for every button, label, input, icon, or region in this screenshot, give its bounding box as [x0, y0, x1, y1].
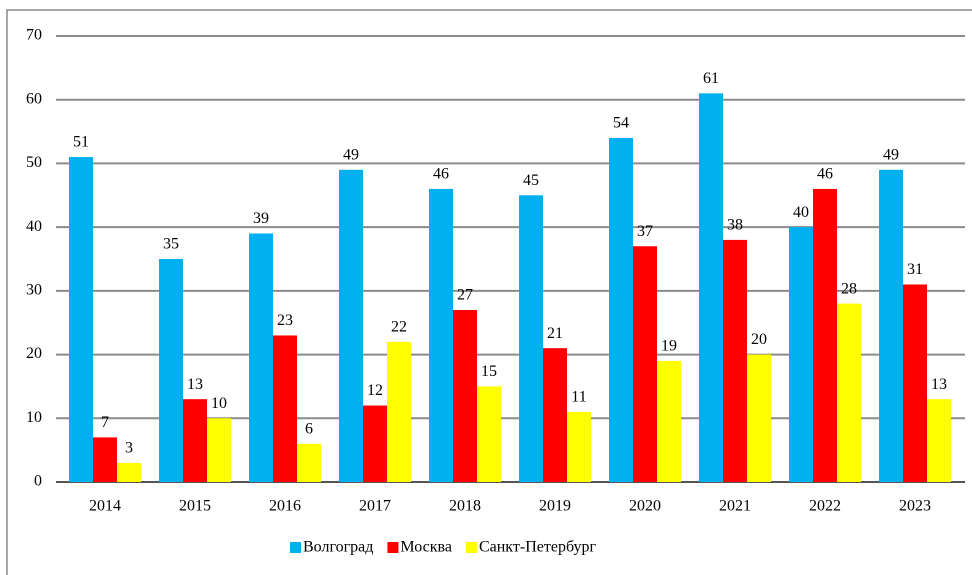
bar — [249, 233, 273, 482]
data-label: 23 — [277, 312, 293, 329]
y-tick-label: 30 — [26, 282, 42, 299]
data-label: 13 — [931, 376, 947, 393]
data-label: 11 — [571, 389, 586, 406]
bar — [69, 157, 93, 483]
data-label: 54 — [613, 115, 629, 132]
data-label: 39 — [253, 210, 269, 227]
bar — [927, 399, 951, 482]
bar — [183, 399, 207, 482]
x-tick-label: 2017 — [359, 498, 391, 515]
legend-swatch — [387, 542, 399, 553]
data-label: 38 — [727, 217, 743, 234]
data-label: 6 — [305, 420, 313, 437]
bar — [657, 360, 681, 482]
bar — [747, 354, 771, 482]
x-tick-label: 2020 — [629, 498, 661, 515]
bar — [879, 169, 903, 483]
legend-label: Волгоград — [303, 539, 373, 556]
x-tick-label: 2015 — [179, 498, 211, 515]
data-label: 51 — [73, 134, 89, 151]
bar — [699, 93, 723, 482]
x-tick-label: 2018 — [449, 498, 481, 515]
bar — [93, 437, 117, 482]
y-tick-label: 70 — [26, 27, 42, 44]
x-tick-label: 2021 — [719, 498, 751, 515]
data-label: 35 — [163, 236, 179, 253]
y-tick-label: 40 — [26, 218, 42, 235]
bar — [117, 462, 141, 482]
bar — [609, 137, 633, 482]
x-tick-label: 2022 — [809, 498, 841, 515]
data-label: 7 — [101, 414, 109, 431]
bar — [429, 188, 453, 482]
bar — [837, 303, 861, 482]
data-label: 46 — [433, 166, 449, 183]
data-label: 3 — [125, 440, 133, 457]
bar — [633, 246, 657, 482]
bar — [387, 341, 411, 482]
bar — [273, 335, 297, 482]
x-tick-label: 2019 — [539, 498, 571, 515]
data-label: 61 — [703, 70, 719, 87]
legend-label: Санкт-Петербург — [479, 539, 597, 556]
data-label: 27 — [457, 287, 473, 304]
legend-swatch — [290, 542, 301, 553]
bar — [723, 239, 747, 482]
data-label: 40 — [793, 204, 809, 221]
data-label: 49 — [343, 146, 359, 163]
data-label: 45 — [523, 172, 539, 189]
bar — [339, 169, 363, 483]
bar — [159, 259, 183, 482]
data-label: 21 — [547, 325, 563, 342]
data-label: 15 — [481, 363, 497, 380]
bar — [363, 405, 387, 482]
data-label: 10 — [211, 395, 227, 412]
data-label: 19 — [661, 338, 677, 355]
bar — [813, 188, 837, 482]
bar — [789, 227, 813, 482]
data-label: 46 — [817, 166, 833, 183]
bar — [453, 309, 477, 482]
x-tick-label: 2014 — [89, 498, 121, 515]
bar — [543, 348, 567, 482]
bar — [519, 195, 543, 483]
bar — [297, 443, 321, 482]
data-label: 12 — [367, 382, 383, 399]
x-tick-label: 2016 — [269, 498, 301, 515]
data-label: 22 — [391, 319, 407, 336]
data-label: 37 — [637, 223, 653, 240]
legend-label: Москва — [400, 539, 452, 556]
y-tick-label: 0 — [34, 473, 42, 490]
bar — [477, 386, 501, 482]
data-label: 28 — [841, 280, 857, 297]
data-label: 31 — [907, 261, 923, 278]
x-tick-label: 2023 — [899, 498, 931, 515]
y-tick-label: 20 — [26, 345, 42, 362]
y-tick-label: 10 — [26, 409, 42, 426]
bar — [207, 418, 231, 482]
data-label: 20 — [751, 331, 767, 348]
legend-swatch — [465, 542, 477, 553]
data-label: 13 — [187, 376, 203, 393]
y-tick-label: 50 — [26, 154, 42, 171]
data-label: 49 — [883, 146, 899, 163]
bar — [903, 284, 927, 482]
y-tick-label: 60 — [26, 90, 42, 107]
bar — [567, 411, 591, 482]
